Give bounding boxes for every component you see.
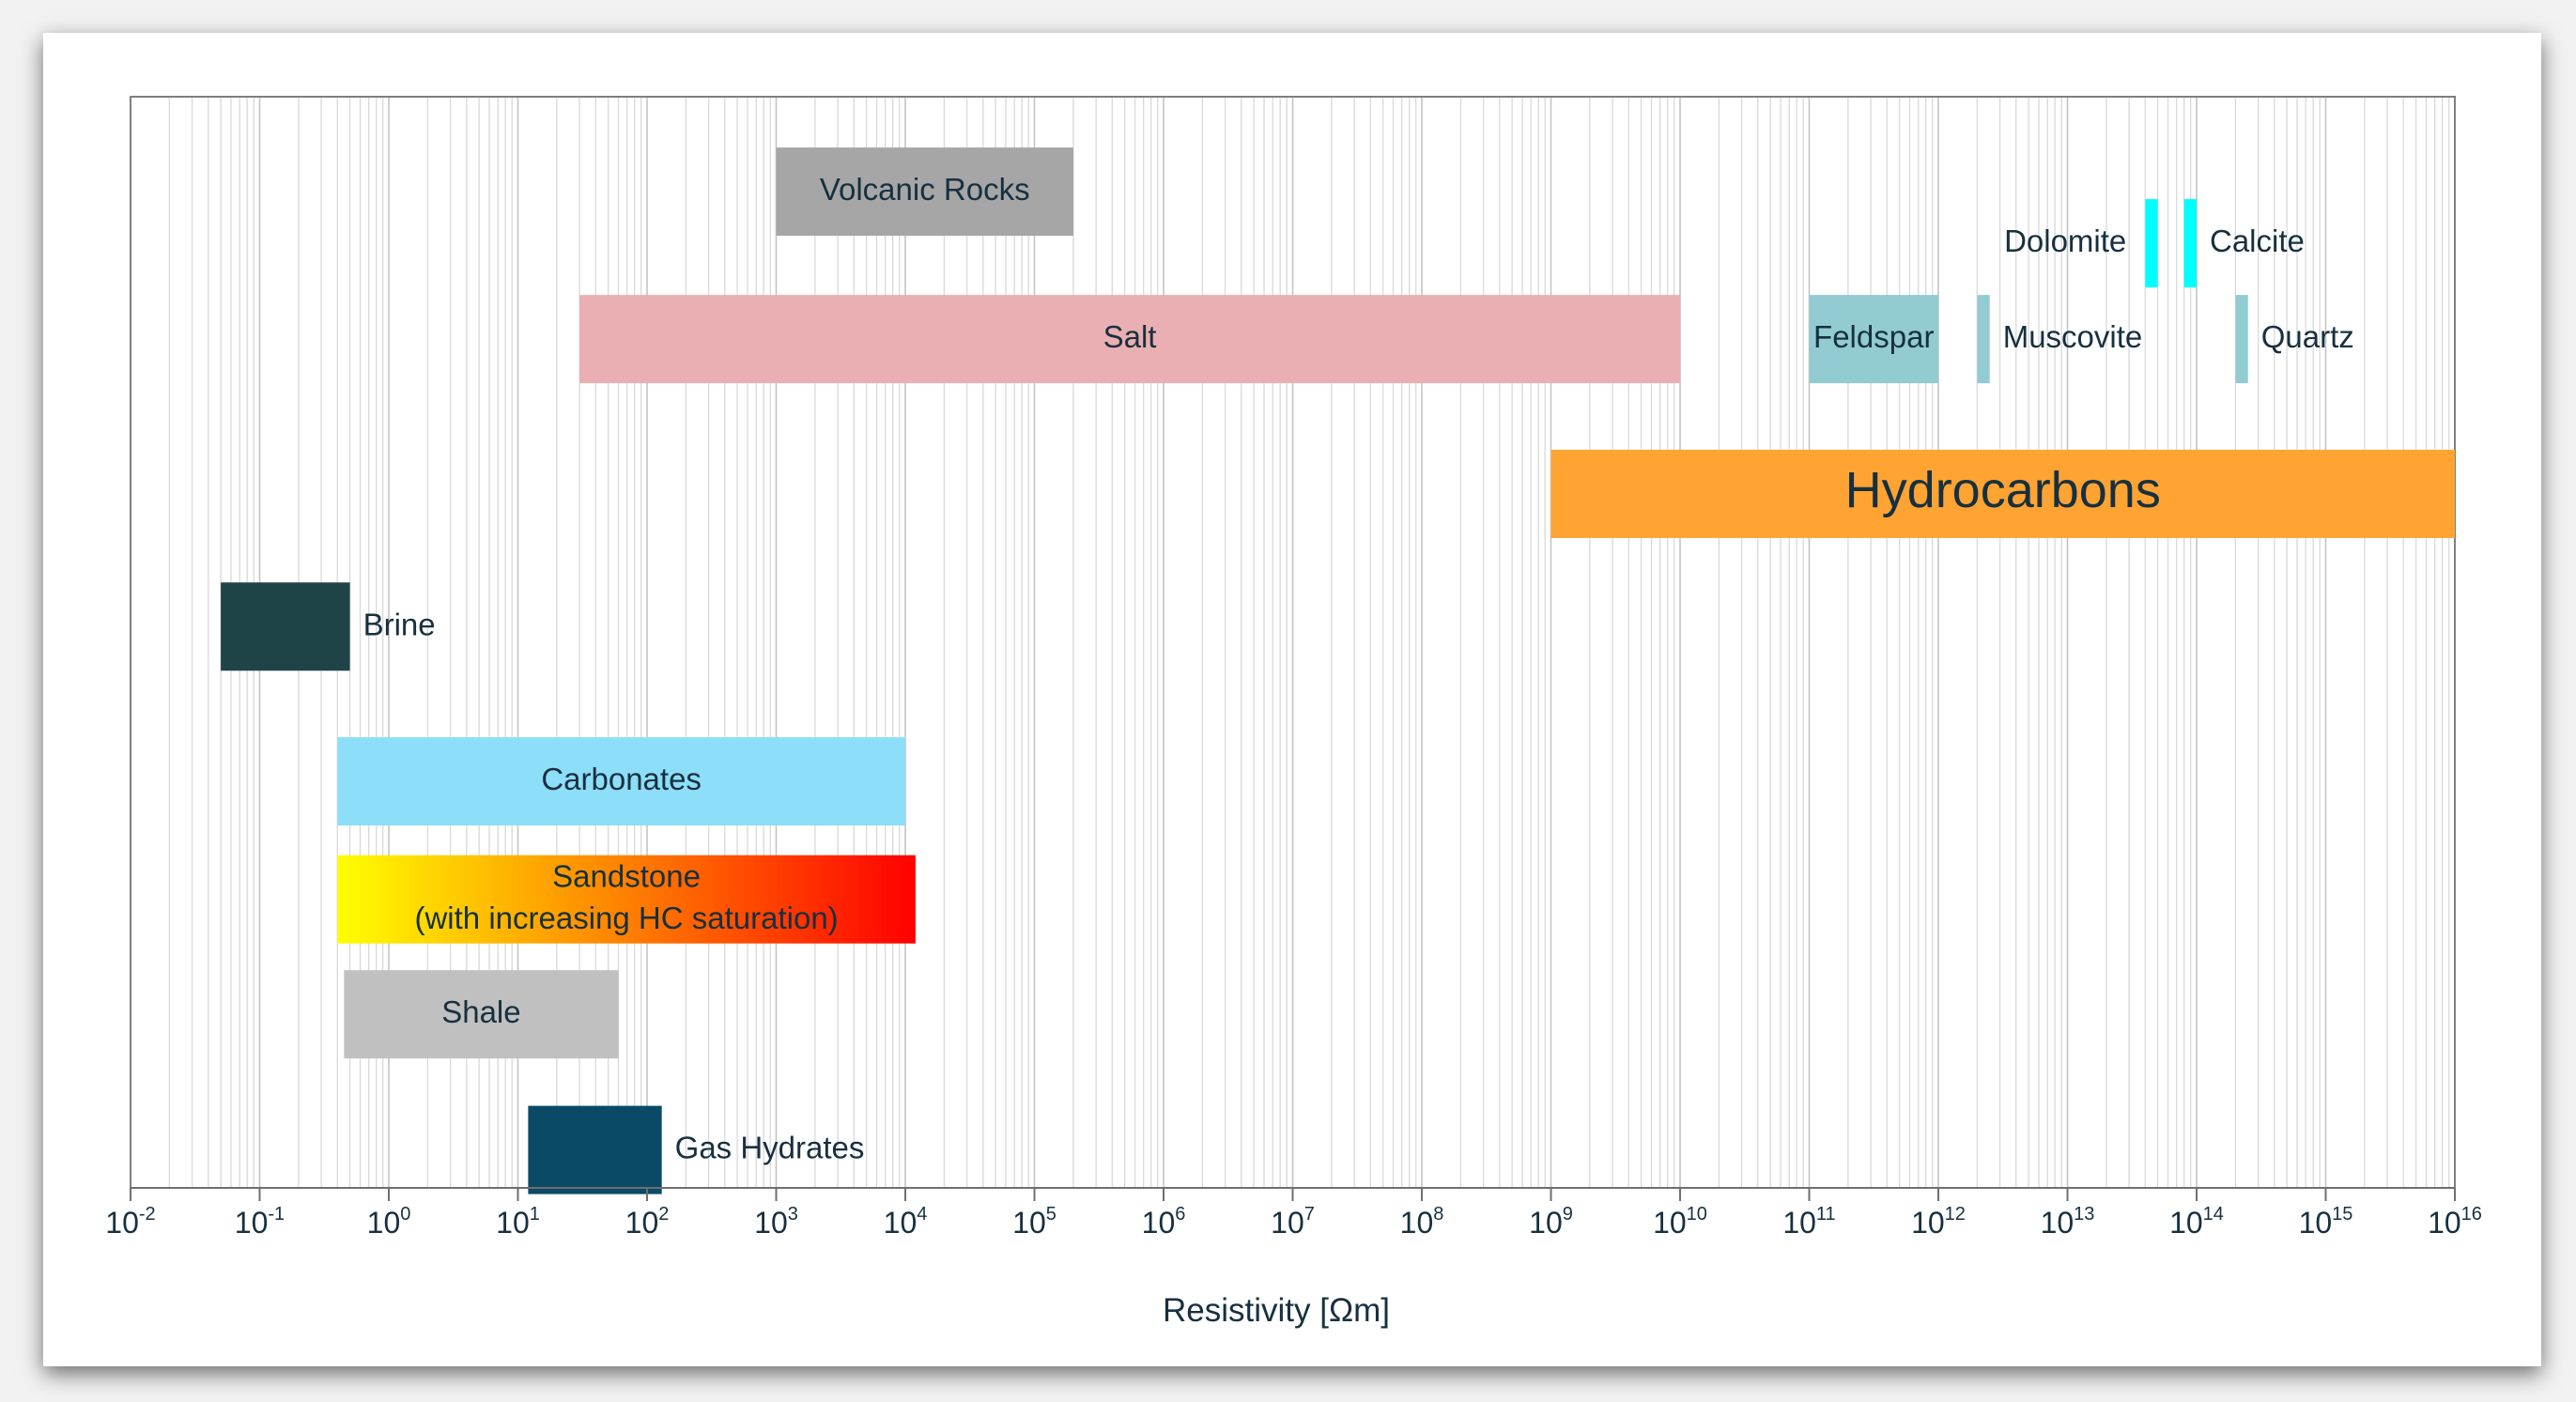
- bar-label-gas-hydrates: Gas Hydrates: [675, 1130, 865, 1164]
- bar-dolomite: [2145, 199, 2158, 288]
- bar-label-carbonates: Carbonates: [541, 762, 702, 796]
- x-tick-label: 1012: [1911, 1204, 1966, 1240]
- bar-quartz: [2235, 295, 2248, 384]
- x-tick-label: 106: [1142, 1204, 1186, 1240]
- bar-gas-hydrates: [528, 1105, 662, 1194]
- x-tick-label: 105: [1012, 1204, 1057, 1240]
- x-tick-label: 104: [884, 1204, 928, 1240]
- chart-card: Volcanic Rocks Dolomite Calcite Salt Feldspa…: [43, 33, 2541, 1366]
- x-tick-label: 10-2: [105, 1204, 155, 1240]
- x-axis-label: Resistivity [Ωm]: [1163, 1292, 1390, 1329]
- x-tick-label: 108: [1400, 1204, 1444, 1240]
- bar-label-muscovite: Muscovite: [2003, 319, 2143, 354]
- bar-brine: [221, 582, 350, 671]
- resistivity-chart: Volcanic Rocks Dolomite Calcite Salt Feldspa…: [105, 96, 2482, 1329]
- bar-feldspar: [1809, 295, 1938, 384]
- range-bars: Volcanic Rocks Dolomite Calcite Salt Feldspa…: [221, 147, 2455, 1194]
- x-tick-label: 1015: [2299, 1204, 2353, 1240]
- x-tick-label: 100: [367, 1204, 411, 1240]
- bar-shale: [344, 970, 619, 1059]
- x-tick-label: 1011: [1782, 1204, 1835, 1240]
- bar-muscovite: [1977, 295, 1990, 384]
- bar-salt: [579, 295, 1680, 384]
- bar-label-sandstone: Sandstone (with increasing HC saturation): [414, 858, 838, 935]
- bar-label-brine: Brine: [363, 607, 436, 641]
- x-tick-label: 1010: [1653, 1204, 1707, 1240]
- x-tick-label: 1016: [2428, 1204, 2482, 1240]
- x-tick-label: 102: [625, 1204, 670, 1240]
- bar-sandstone: [337, 855, 916, 944]
- x-tick-label: 1014: [2169, 1204, 2224, 1240]
- bar-hydrocarbons: [1550, 449, 2455, 538]
- bar-label-feldspar: Feldspar: [1813, 319, 1934, 354]
- bar-label-shale: Shale: [441, 994, 520, 1029]
- x-tick-label: 101: [496, 1204, 540, 1240]
- bar-carbonates: [337, 737, 906, 826]
- bar-label-salt: Salt: [1103, 319, 1157, 354]
- x-tick-label: 10-1: [235, 1204, 285, 1240]
- bar-volcanic-rocks: [776, 147, 1073, 237]
- bar-label-hydrocarbons: Hydrocarbons: [1845, 462, 2161, 518]
- x-axis: 10-2 10-1 100 101 102 103 104 105 106 107 108 109 10…: [105, 1187, 2482, 1240]
- x-tick-label: 103: [754, 1204, 798, 1240]
- bar-label-calcite: Calcite: [2210, 223, 2305, 258]
- x-tick-label: 109: [1529, 1204, 1573, 1240]
- bar-label-volcanic-rocks: Volcanic Rocks: [820, 172, 1030, 207]
- bar-label-quartz: Quartz: [2261, 319, 2354, 354]
- x-tick-label: 1013: [2041, 1204, 2095, 1240]
- bar-calcite: [2183, 199, 2197, 288]
- bar-label-dolomite: Dolomite: [2004, 223, 2126, 258]
- x-tick-label: 107: [1271, 1204, 1315, 1240]
